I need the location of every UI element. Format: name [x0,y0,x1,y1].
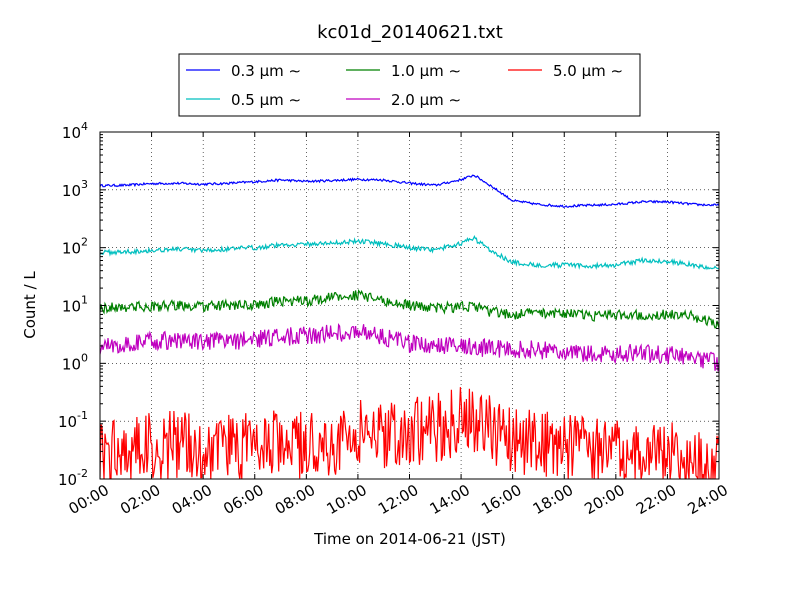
series-line [100,387,719,479]
x-axis-label: Time on 2014-06-21 (JST) [313,530,506,548]
y-tick-label: 100 [62,351,88,373]
legend-label: 0.3 μm ∼ [231,62,301,80]
legend: 0.3 μm ∼ 0.5 μm ∼ 1.0 μm ∼ 2.0 μm ∼ 5.0 μm ∼ [178,53,641,117]
axis-ticks [99,131,720,480]
series-line [100,288,719,329]
y-tick-label: 10-1 [58,409,88,431]
y-tick-label: 104 [62,120,88,142]
y-axis-label: Count / L [21,271,39,339]
chart-title: kc01d_20140621.txt [317,22,503,43]
series-lines [100,174,719,479]
y-tick-labels: 10-2 10-1 100 101 102 103 104 [58,120,88,489]
y-tick-label: 10-2 [58,467,88,489]
legend-label: 5.0 μm ∼ [553,62,623,80]
y-tick-label: 103 [62,178,88,200]
legend-label: 2.0 μm ∼ [391,91,461,109]
legend-label: 1.0 μm ∼ [391,62,461,80]
series-line [100,322,719,372]
y-tick-label: 101 [62,294,88,316]
series-line [100,174,719,208]
series-line [100,234,719,271]
legend-label: 0.5 μm ∼ [231,91,301,109]
y-tick-label: 102 [62,236,88,258]
legend-box [178,53,641,117]
